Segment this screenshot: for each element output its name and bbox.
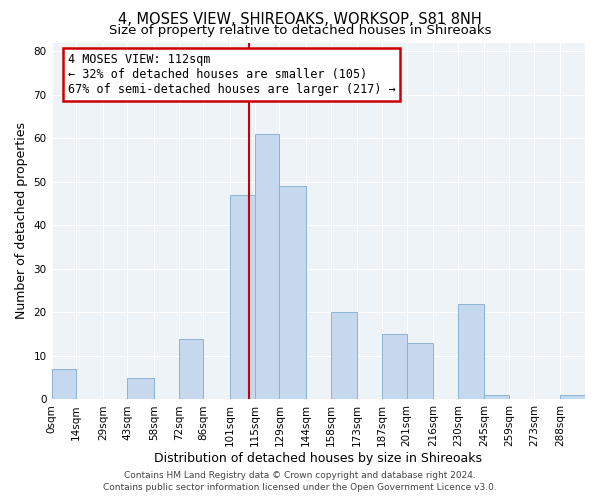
Bar	[254, 134, 280, 400]
Text: 4 MOSES VIEW: 112sqm
← 32% of detached houses are smaller (105)
67% of semi-deta: 4 MOSES VIEW: 112sqm ← 32% of detached h…	[68, 53, 395, 96]
Bar	[382, 334, 407, 400]
Y-axis label: Number of detached properties: Number of detached properties	[15, 122, 28, 320]
Text: 4, MOSES VIEW, SHIREOAKS, WORKSOP, S81 8NH: 4, MOSES VIEW, SHIREOAKS, WORKSOP, S81 8…	[118, 12, 482, 28]
Bar	[560, 395, 585, 400]
Bar	[458, 304, 484, 400]
X-axis label: Distribution of detached houses by size in Shireoaks: Distribution of detached houses by size …	[154, 452, 482, 465]
Bar	[407, 343, 433, 400]
Bar	[179, 338, 203, 400]
Bar	[127, 378, 154, 400]
Bar	[52, 369, 76, 400]
Bar	[484, 395, 509, 400]
Text: Contains HM Land Registry data © Crown copyright and database right 2024.
Contai: Contains HM Land Registry data © Crown c…	[103, 471, 497, 492]
Text: Size of property relative to detached houses in Shireoaks: Size of property relative to detached ho…	[109, 24, 491, 37]
Bar	[331, 312, 357, 400]
Bar	[230, 195, 254, 400]
Bar	[280, 186, 306, 400]
